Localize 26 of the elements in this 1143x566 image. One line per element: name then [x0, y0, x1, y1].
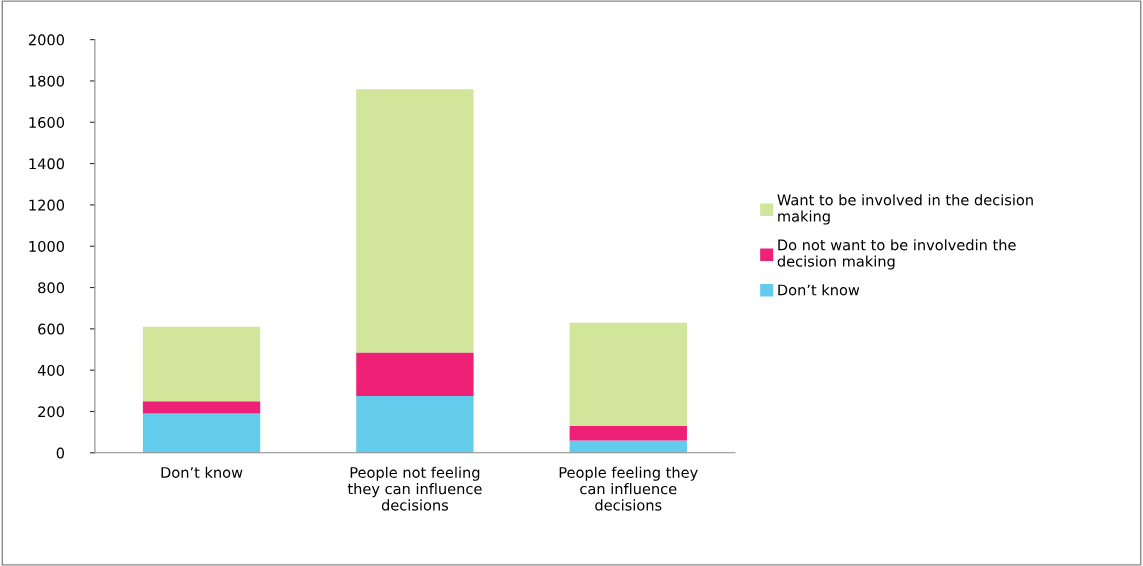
y-tick-label: 1000 [29, 240, 65, 252]
x-tick-label: People feeling they can influence decisions [559, 466, 698, 511]
bar [356, 395, 474, 453]
y-tick-label: 2000 [28, 34, 65, 46]
y-tick-label: 1400 [29, 158, 65, 170]
legend-label: Don’t know [778, 284, 860, 296]
y-tick-label: 800 [38, 282, 65, 294]
x-tick-label: People not feeling they can influence decisions [347, 466, 482, 511]
legend-label: Do not want to be involvedin the decision making [777, 239, 1016, 270]
y-tick-label: 0 [56, 447, 65, 459]
y-tick-label: 1200 [29, 199, 65, 211]
bar [142, 326, 261, 402]
y-tick-label: 1600 [29, 116, 65, 128]
bar [569, 425, 687, 441]
bar [356, 352, 474, 396]
y-tick-label: 1800 [29, 75, 65, 87]
x-tick-label: Don’t know [161, 466, 243, 478]
bar [569, 322, 687, 426]
y-tick-label: 200 [38, 406, 65, 418]
bar [142, 413, 261, 453]
bar [569, 440, 687, 453]
y-tick-label: 600 [38, 323, 65, 335]
legend-label: Want to be involved in the decision making [777, 194, 1033, 225]
bar [142, 401, 261, 414]
bar [356, 89, 474, 353]
y-tick-label: 400 [37, 364, 65, 376]
